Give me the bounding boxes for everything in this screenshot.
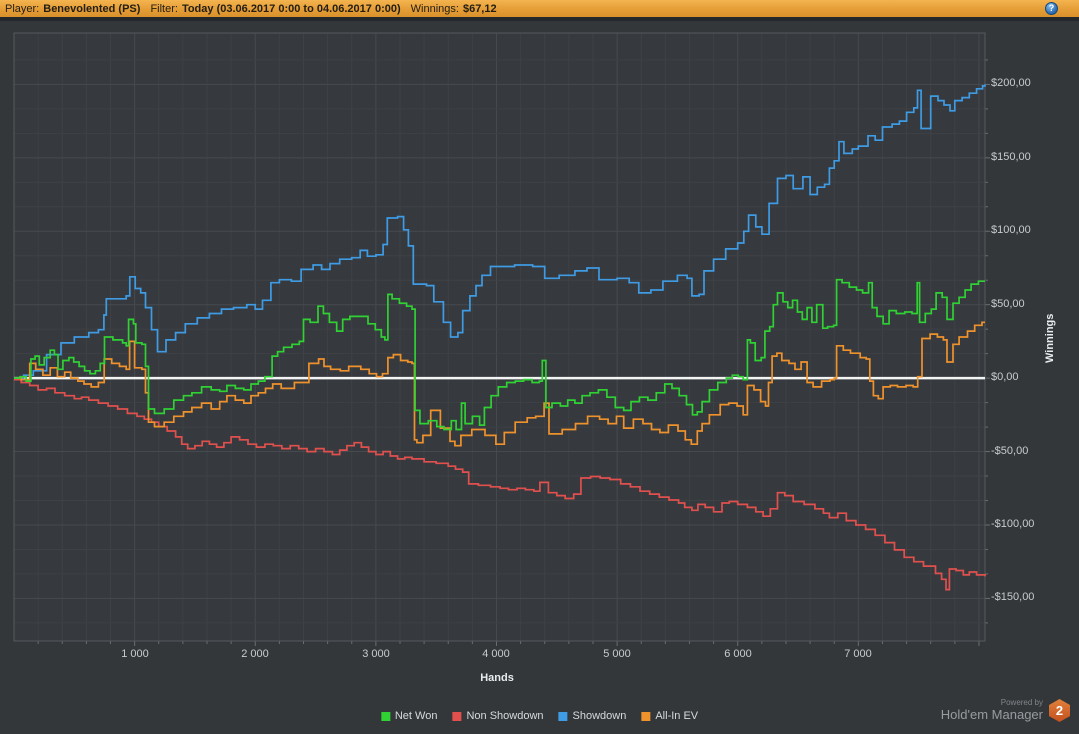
y-tick-label: -$150,00	[991, 591, 1035, 603]
y-tick-label: $100,00	[991, 224, 1031, 236]
all-in-ev-line	[14, 321, 985, 447]
legend-swatch-all-in-ev	[641, 711, 651, 721]
y-tick-label: $0,00	[991, 371, 1019, 383]
x-tick-label: 1 000	[121, 648, 149, 660]
statusbar-shadow	[0, 17, 1079, 21]
legend-label-all-in-ev: All-In EV	[655, 710, 699, 722]
plot-border	[13, 32, 986, 642]
legend-item-showdown: Showdown	[558, 710, 627, 722]
app-name-text: Hold'em Manager	[940, 706, 1043, 722]
winnings-label: Winnings:	[410, 2, 459, 15]
y-tick-label: $150,00	[991, 151, 1031, 163]
y-tick-label: -$50,00	[991, 445, 1029, 457]
non-showdown-line	[14, 378, 986, 591]
powered-by-logo: Powered by Hold'em Manager 2	[940, 698, 1070, 723]
player-label: Player:	[5, 2, 40, 15]
legend-swatch-net-won	[380, 711, 390, 721]
y-tick-label: $200,00	[991, 77, 1031, 89]
chart-legend: Net Won Non Showdown Showdown All-In EV	[380, 710, 698, 722]
y-axis-title: Winnings	[1044, 313, 1056, 363]
showdown-line	[14, 84, 986, 379]
app-version-badge: 2	[1049, 699, 1070, 723]
legend-swatch-showdown	[558, 711, 568, 721]
player-value: Benevolented (PS)	[43, 2, 141, 15]
legend-item-net-won: Net Won	[380, 710, 438, 722]
y-tick-label: -$100,00	[991, 518, 1035, 530]
net-won-line	[14, 278, 985, 431]
x-axis-title: Hands	[480, 672, 514, 684]
x-tick-label: 7 000	[844, 648, 872, 660]
x-tick-label: 4 000	[482, 648, 510, 660]
status-bar: Player: Benevolented (PS) Filter: Today …	[0, 0, 1079, 17]
legend-item-non-showdown: Non Showdown	[452, 710, 544, 722]
y-tick-label: $50,00	[991, 298, 1025, 310]
legend-item-all-in-ev: All-In EV	[641, 710, 698, 722]
x-tick-label: 2 000	[241, 648, 269, 660]
legend-swatch-non-showdown	[452, 711, 462, 721]
x-tick-label: 5 000	[603, 648, 631, 660]
legend-label-non-showdown: Non Showdown	[466, 710, 544, 722]
help-icon[interactable]: ?	[1045, 2, 1058, 15]
winnings-value: $67,12	[462, 2, 497, 15]
filter-value: Today (03.06.2017 0:00 to 04.06.2017 0:0…	[181, 2, 401, 15]
powered-by-text: Powered by	[1000, 698, 1043, 707]
filter-label: Filter:	[150, 2, 178, 15]
legend-label-showdown: Showdown	[572, 710, 627, 722]
legend-label-net-won: Net Won	[394, 710, 438, 722]
x-tick-label: 6 000	[724, 648, 752, 660]
x-tick-label: 3 000	[362, 648, 390, 660]
